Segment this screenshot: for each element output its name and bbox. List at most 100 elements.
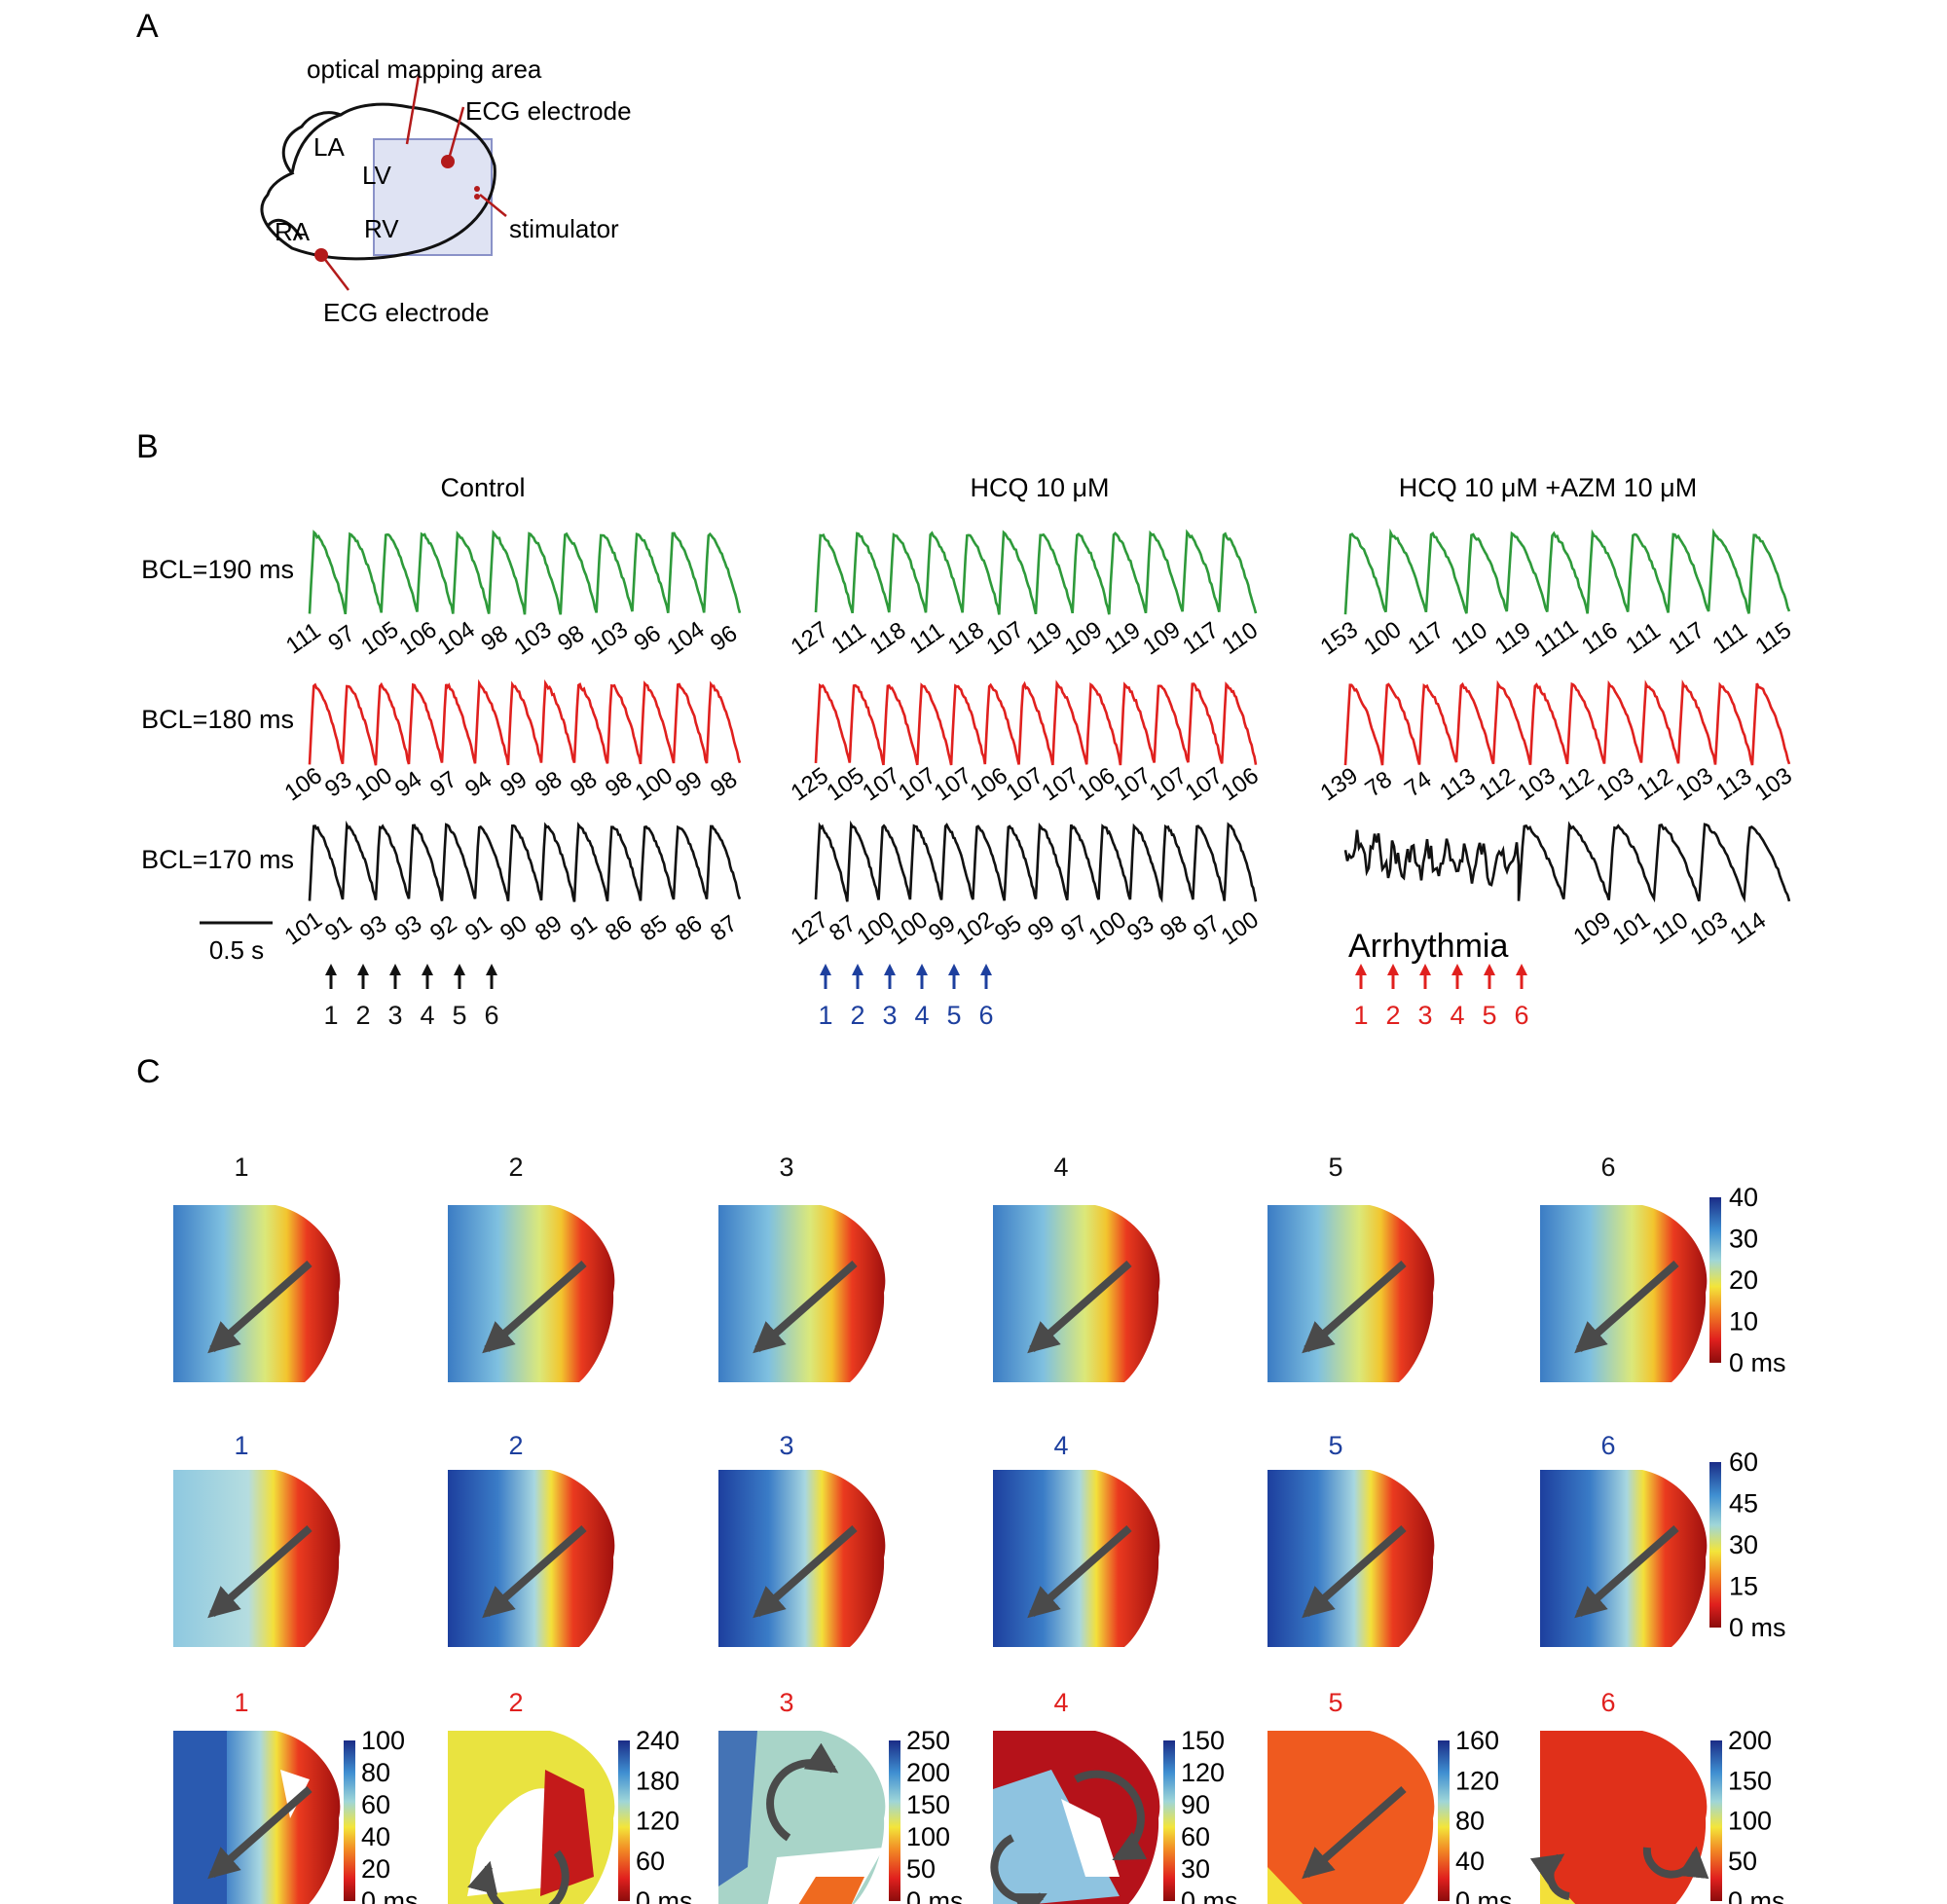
unmapped-region [1061, 1799, 1120, 1877]
colorbar-tick-label: 30 [1181, 1854, 1210, 1884]
label-ecg-electrode-top: ECG electrode [465, 96, 632, 126]
ecg-electrode-top [441, 155, 455, 168]
heart-outline [260, 102, 496, 261]
colorbar-tick-label: 160 [1455, 1726, 1499, 1755]
colorbar [618, 1740, 630, 1901]
interval-label: 114 [1725, 907, 1771, 950]
beat-number: 4 [420, 1001, 434, 1030]
interval-label: 90 [496, 910, 532, 946]
interval-label: 103 [586, 616, 633, 660]
row-label-bcl180: BCL=180 ms [141, 705, 294, 734]
panel-b-label: B [136, 428, 159, 465]
beat-number: 6 [484, 1001, 498, 1030]
late-region [1267, 1867, 1304, 1904]
colorbar-tick-label: 100 [1728, 1807, 1772, 1836]
beat-arrow-head-icon [422, 964, 433, 975]
interval-label: 139 [1316, 762, 1363, 806]
map-label: 6 [1600, 1431, 1615, 1460]
propagation-arrow-icon [207, 1785, 312, 1880]
beat-number: 5 [1482, 1001, 1496, 1030]
colorbar [1163, 1740, 1175, 1901]
propagation-arrow-icon [467, 1849, 569, 1904]
interval-label: 117 [1664, 617, 1709, 660]
early-region [540, 1770, 594, 1896]
map-label: 5 [1328, 1431, 1342, 1460]
interval-label: 117 [1403, 617, 1449, 660]
propagation-arrow-icon [1529, 1853, 1570, 1900]
colorbar-tick-label: 60 [361, 1790, 390, 1819]
map-label: 1 [234, 1431, 248, 1460]
map-label: 2 [508, 1153, 523, 1182]
colorbar-tick-label: 0 ms [1729, 1348, 1786, 1377]
propagation-arrow-icon [1074, 1770, 1148, 1861]
interval-label: 119 [1490, 617, 1536, 660]
interval-label: 115 [1750, 617, 1796, 660]
colorbar-tick-label: 20 [361, 1854, 390, 1884]
map-label: 6 [1600, 1153, 1615, 1182]
beat-arrow-head-icon [1484, 964, 1495, 975]
map-label: 2 [508, 1431, 523, 1460]
colorbar-tick-label: 0 ms [636, 1886, 693, 1904]
interval-label: 100 [631, 762, 678, 806]
colorbar-tick-label: 60 [1729, 1447, 1758, 1477]
ecg-top-pointer [448, 106, 465, 157]
colorbar-tick-label: 150 [1181, 1726, 1225, 1755]
colorbar-tick-label: 250 [906, 1726, 950, 1755]
label-optical-mapping-area: optical mapping area [307, 55, 542, 84]
beat-arrow-head-icon [852, 964, 863, 975]
colorbar-tick-label: 80 [1455, 1807, 1485, 1836]
interval-label: 116 [1577, 617, 1623, 660]
colorbar [344, 1740, 355, 1901]
interval-label: 74 [1400, 766, 1436, 802]
beat-arrow-head-icon [820, 964, 831, 975]
beat-number: 4 [914, 1001, 929, 1030]
propagation-arrow-icon [1027, 1524, 1132, 1619]
colorbar-tick-label: 0 ms [1728, 1886, 1785, 1904]
interval-label: 91 [320, 910, 356, 946]
beat-number: 2 [850, 1001, 864, 1030]
interval-label: 87 [706, 910, 742, 946]
propagation-arrow-icon [1302, 1260, 1407, 1354]
colorbar-tick-label: 200 [1728, 1726, 1772, 1755]
interval-label: 98 [531, 766, 567, 802]
interval-label: 101 [280, 906, 327, 950]
trace-group2-row3 [814, 820, 1258, 903]
beat-number: 1 [323, 1001, 338, 1030]
interval-label: 111 [1708, 617, 1751, 659]
title-hcq-azm: HCQ 10 μM +AZM 10 μM [1399, 473, 1697, 502]
map-label: 5 [1328, 1153, 1342, 1182]
voltage-traces [308, 528, 1791, 903]
beat-arrow-head-icon [1516, 964, 1527, 975]
interval-label: 98 [566, 766, 602, 802]
activation-map [1267, 1470, 1435, 1647]
beat-number: 5 [946, 1001, 961, 1030]
map-label: 4 [1053, 1688, 1068, 1717]
interval-label: 93 [1122, 910, 1158, 946]
beat-number: 3 [882, 1001, 897, 1030]
panel-c-label: C [136, 1053, 161, 1090]
label-la: LA [313, 132, 345, 162]
colorbar-tick-label: 100 [906, 1822, 950, 1851]
activation-map [993, 1205, 1160, 1382]
beat-arrow-head-icon [1451, 964, 1463, 975]
interval-label: 111 [281, 617, 325, 659]
map-label: 3 [779, 1688, 793, 1717]
colorbar-tick-label: 15 [1729, 1572, 1758, 1601]
activation-map [718, 1205, 886, 1382]
activation-map [1267, 1205, 1435, 1382]
map-label: 3 [779, 1153, 793, 1182]
activation-map [1267, 1731, 1435, 1904]
interval-label: 97 [323, 620, 359, 656]
beat-arrow-head-icon [1419, 964, 1431, 975]
interval-label: 98 [1156, 910, 1192, 946]
propagation-arrow-icon [1574, 1260, 1679, 1354]
stimulator-pointer [479, 194, 507, 217]
propagation-arrow-icon [1302, 1785, 1407, 1880]
late-region [173, 1731, 227, 1904]
left-atrium-outline [290, 113, 342, 174]
early-region [798, 1877, 864, 1904]
colorbar-tick-label: 0 ms [1455, 1886, 1513, 1904]
colorbar-tick-label: 60 [1181, 1822, 1210, 1851]
